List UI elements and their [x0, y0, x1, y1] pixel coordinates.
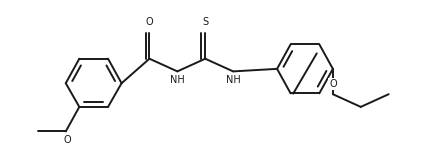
Text: S: S: [202, 17, 208, 27]
Text: NH: NH: [170, 75, 185, 85]
Text: NH: NH: [226, 75, 240, 85]
Text: O: O: [145, 17, 153, 27]
Text: O: O: [64, 135, 71, 145]
Text: O: O: [329, 79, 337, 89]
